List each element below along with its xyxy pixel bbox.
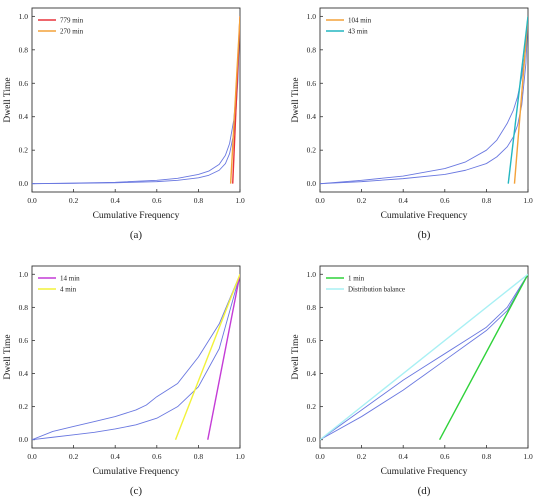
y-tick-label: 0.2: [307, 146, 317, 155]
cumulative-curve: [320, 16, 528, 185]
y-tick-label: 0.6: [307, 336, 317, 345]
y-tick-label: 1.0: [19, 270, 29, 279]
x-tick-label: 0.0: [27, 452, 37, 461]
x-tick-label: 0.6: [440, 452, 450, 461]
y-tick-label: 0.6: [19, 336, 29, 345]
y-tick-label: 0.2: [19, 402, 29, 411]
panel-1: 0.0 0.2 0.4 0.6 0.8 1.0 0.0 0.2 0.4 0.6 0.8 1.0 Cumu…: [291, 7, 533, 241]
x-axis-label: Cumulative Frequency: [93, 211, 180, 221]
x-tick-label: 0.6: [152, 196, 162, 205]
series-line-104-min: [513, 16, 528, 184]
x-tick-label: 0.8: [194, 452, 204, 461]
y-tick-label: 0.6: [307, 79, 317, 88]
x-tick-label: 0.2: [357, 452, 367, 461]
panel-label: (a): [130, 229, 143, 241]
series-line-43-min: [507, 16, 528, 184]
x-tick-label: 0.8: [482, 452, 492, 461]
legend-label: 104 min: [348, 17, 372, 25]
y-tick-label: 0.2: [307, 402, 317, 411]
series-line-14-min: [207, 274, 240, 440]
plot-frame: [31, 7, 241, 193]
y-tick-label: 0.8: [307, 45, 317, 54]
panel-2: 0.0 0.2 0.4 0.6 0.8 1.0 0.0 0.2 0.4 0.6 0.8 1.0 Cumu…: [3, 265, 245, 497]
y-tick-label: 0.4: [19, 369, 29, 378]
legend-label: 270 min: [60, 28, 84, 36]
cumulative-curve: [320, 274, 528, 441]
y-tick-label: 0.0: [307, 179, 317, 188]
y-tick-label: 1.0: [19, 12, 29, 21]
cumulative-curve: [32, 274, 240, 441]
series-line-distribution-balance: [320, 273, 528, 441]
y-tick-label: 1.0: [307, 12, 317, 21]
x-tick-label: 0.0: [315, 196, 325, 205]
y-tick-label: 0.0: [19, 435, 29, 444]
x-tick-label: 0.6: [440, 196, 450, 205]
legend-label: 779 min: [60, 17, 84, 25]
y-axis-label: Dwell Time: [291, 77, 301, 122]
x-tick-label: 0.2: [357, 196, 367, 205]
legend-label: Distribution balance: [348, 286, 405, 294]
x-tick-label: 0.2: [69, 452, 79, 461]
panel-0: 0.0 0.2 0.4 0.6 0.8 1.0 0.0 0.2 0.4 0.6 0.8 1.0 Cumu…: [3, 7, 245, 241]
y-tick-label: 0.4: [307, 369, 317, 378]
x-axis-label: Cumulative Frequency: [381, 211, 468, 221]
series-line-4-min: [174, 274, 240, 440]
y-tick-label: 0.0: [19, 179, 29, 188]
y-axis-label: Dwell Time: [3, 334, 13, 379]
y-tick-label: 0.4: [19, 112, 29, 121]
panel-label: (d): [418, 485, 431, 497]
x-tick-label: 1.0: [523, 196, 533, 205]
y-tick-label: 0.4: [307, 112, 317, 121]
x-tick-label: 0.0: [27, 196, 37, 205]
x-tick-label: 0.8: [194, 196, 204, 205]
panel-label: (c): [130, 485, 143, 497]
cumulative-curve: [32, 16, 240, 185]
x-tick-label: 0.4: [111, 452, 121, 461]
series-line-1-min: [438, 273, 528, 441]
plot-frame: [319, 265, 529, 449]
legend-label: 43 min: [348, 28, 368, 36]
y-tick-label: 0.2: [19, 146, 29, 155]
y-tick-label: 0.8: [19, 45, 29, 54]
plot-frame: [31, 265, 241, 449]
x-axis-label: Cumulative Frequency: [381, 467, 468, 477]
cumulative-curve: [32, 274, 240, 441]
y-tick-label: 1.0: [307, 270, 317, 279]
x-tick-label: 0.6: [152, 452, 162, 461]
x-tick-label: 0.4: [399, 452, 409, 461]
legend-label: 14 min: [60, 275, 80, 283]
x-tick-label: 0.0: [315, 452, 325, 461]
x-tick-label: 0.4: [111, 196, 121, 205]
y-tick-label: 0.6: [19, 79, 29, 88]
legend-label: 4 min: [60, 286, 77, 294]
cumulative-curve: [320, 16, 528, 185]
legend-label: 1 min: [348, 275, 365, 283]
y-axis-label: Dwell Time: [291, 334, 301, 379]
y-tick-label: 0.8: [19, 303, 29, 312]
y-tick-label: 0.0: [307, 435, 317, 444]
y-axis-label: Dwell Time: [3, 77, 13, 122]
x-tick-label: 1.0: [523, 452, 533, 461]
cumulative-curve: [320, 274, 528, 441]
panel-3: 0.0 0.2 0.4 0.6 0.8 1.0 0.0 0.2 0.4 0.6 0.8 1.0 Cumu…: [291, 265, 533, 497]
y-tick-label: 0.8: [307, 303, 317, 312]
x-tick-label: 0.8: [482, 196, 492, 205]
x-tick-label: 0.4: [399, 196, 409, 205]
x-tick-label: 0.2: [69, 196, 79, 205]
x-tick-label: 1.0: [235, 452, 245, 461]
x-tick-label: 1.0: [235, 196, 245, 205]
series-line-270-min: [229, 16, 240, 184]
x-axis-label: Cumulative Frequency: [93, 467, 180, 477]
panel-label: (b): [418, 229, 431, 241]
plot-frame: [319, 7, 529, 193]
cumulative-curve: [32, 16, 240, 185]
